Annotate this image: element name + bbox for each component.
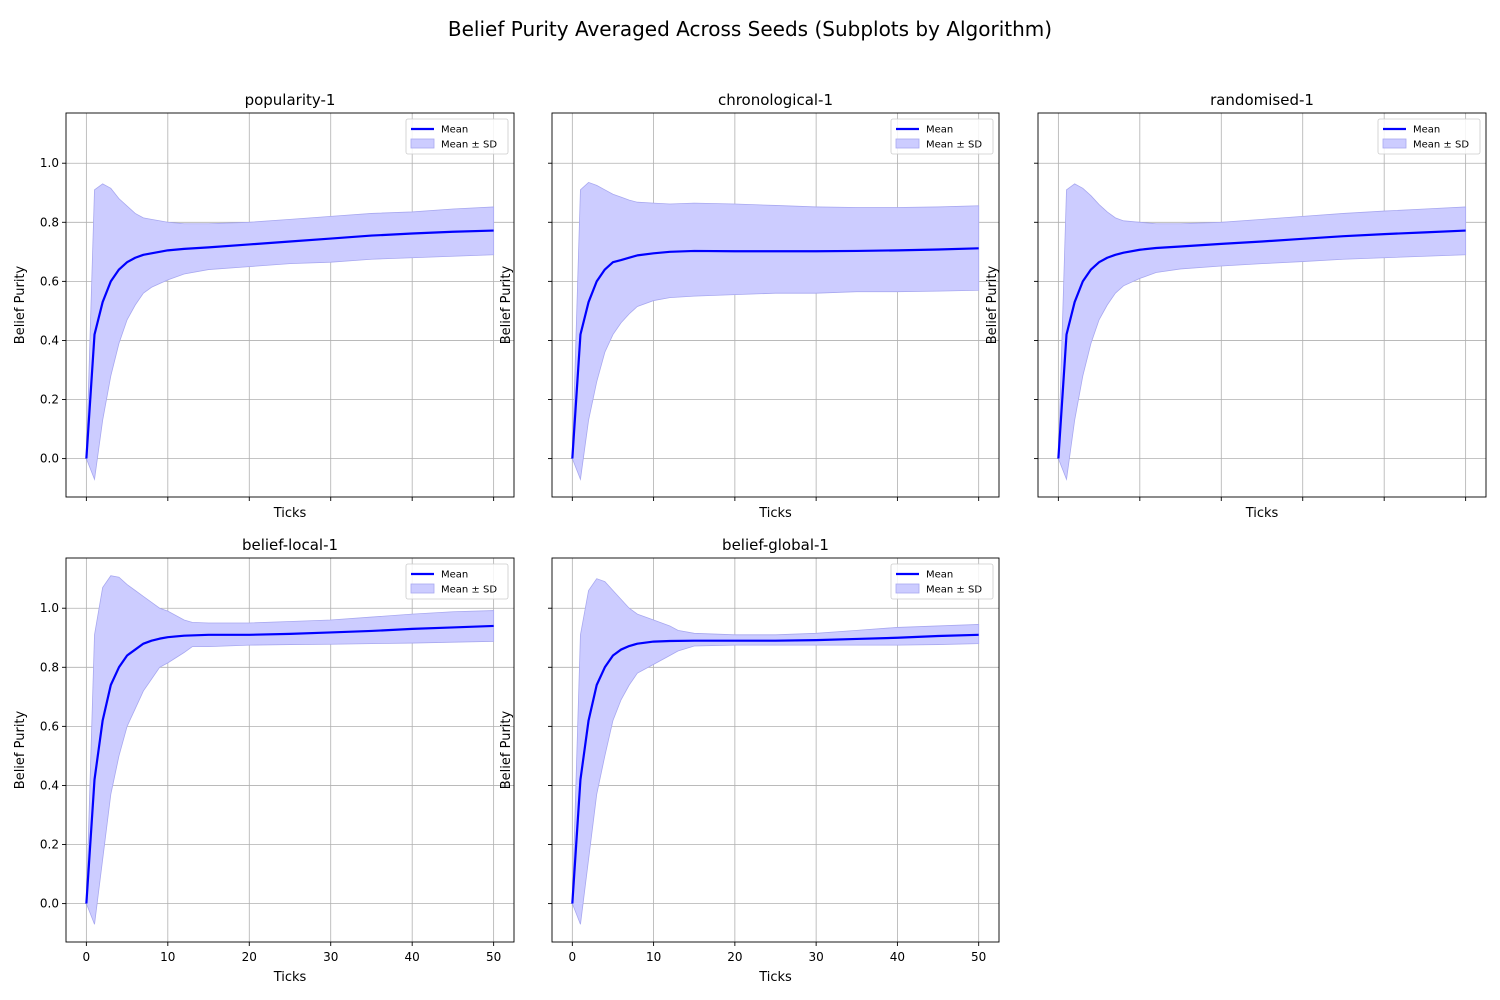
x-tick-label: 40 [405,950,420,964]
mean-line [85,624,494,904]
x-tick-label: 50 [486,950,501,964]
legend-band-label: Mean ± SD [1413,140,1469,151]
legend-band-label: Mean ± SD [441,140,497,151]
x-axis-label: Ticks [758,970,792,985]
subplot-title: popularity-1 [245,91,336,109]
y-tick-label: 0.6 [40,274,59,288]
mean-line [1057,229,1466,459]
y-tick-label: 0.2 [40,838,59,852]
legend-band-swatch [895,138,920,149]
y-tick-label: 0.0 [40,897,59,911]
x-tick-label: 20 [242,950,257,964]
axes-frame [551,112,1000,498]
subplot-title: belief-global-1 [722,536,829,554]
legend-band-swatch [895,583,920,594]
y-axis-label: Belief Purity [499,710,514,789]
legend-mean-label: Mean [441,125,468,136]
x-axis-label: Ticks [273,970,307,985]
y-axis-label: Belief Purity [499,265,514,344]
x-tick-label: 20 [727,950,742,964]
axes-frame [65,112,515,498]
sd-band [571,578,980,925]
legend-band-swatch [1382,138,1407,149]
subplot-randomised-1: randomised-1 Ticks Belief Purity Mean Mean ±… [985,91,1487,521]
subplot-title: chronological-1 [718,91,833,109]
subplot-title: belief-local-1 [242,536,338,554]
x-tick-label: 30 [323,950,338,964]
axes-frame [551,557,1000,943]
x-tick-label: 0 [83,950,91,964]
x-tick-label: 50 [971,950,986,964]
y-tick-label: 1.0 [40,156,59,170]
axes-frame [65,557,515,943]
legend-mean-label: Mean [441,570,468,581]
y-tick-label: 0.6 [40,719,59,733]
legend-band-swatch [410,583,435,594]
x-tick-label: 10 [646,950,661,964]
subplot-grid: 0.0 0.2 0.4 0.6 0.8 1.0 popularity-1 Ticks Belie… [13,91,1487,985]
subplot-popularity-1: 0.0 0.2 0.4 0.6 0.8 1.0 popularity-1 Ticks Belie… [13,91,515,521]
legend-mean-label: Mean [926,125,953,136]
x-tick-label: 40 [890,950,905,964]
y-tick-label: 0.2 [40,393,59,407]
mean-line [571,633,979,904]
sd-band [571,181,980,481]
legend-band-label: Mean ± SD [926,140,982,151]
y-tick-label: 0.8 [40,215,59,229]
y-axis-label: Belief Purity [985,265,1000,344]
x-tick-label: 0 [568,950,576,964]
y-tick-label: 0.4 [40,333,59,347]
legend: Mean Mean ± SD [1377,118,1481,155]
legend: Mean Mean ± SD [405,118,509,155]
y-axis-label: Belief Purity [13,265,28,344]
y-tick-label: 1.0 [40,601,59,615]
y-tick-label: 0.0 [40,452,59,466]
figure-title: Belief Purity Averaged Across Seeds (Sub… [448,17,1052,41]
y-axis-label: Belief Purity [13,710,28,789]
legend: Mean Mean ± SD [405,563,509,600]
legend-mean-label: Mean [1413,125,1440,136]
x-tick-label: 10 [160,950,175,964]
x-axis-label: Ticks [758,506,792,521]
legend-band-label: Mean ± SD [926,585,982,596]
x-tick-label: 30 [808,950,823,964]
legend-band-label: Mean ± SD [441,585,497,596]
legend-mean-label: Mean [926,570,953,581]
legend: Mean Mean ± SD [890,118,994,155]
legend: Mean Mean ± SD [890,563,994,600]
mean-line [571,247,979,459]
axes-frame [1037,112,1487,498]
legend-band-swatch [410,138,435,149]
subplot-belief-global-1: 0 10 20 30 40 50 belief-global-1 Ticks Belief Pu… [499,536,1000,985]
x-axis-label: Ticks [273,506,307,521]
y-tick-label: 0.8 [40,660,59,674]
mean-line [85,229,494,459]
subplot-title: randomised-1 [1210,91,1314,109]
subplot-belief-local-1: 0 10 20 30 40 50 0.0 0.2 0.4 0.6 0.8 1.0 belief-loca… [13,536,515,985]
x-axis-label: Ticks [1245,506,1279,521]
y-tick-label: 0.4 [40,778,59,792]
